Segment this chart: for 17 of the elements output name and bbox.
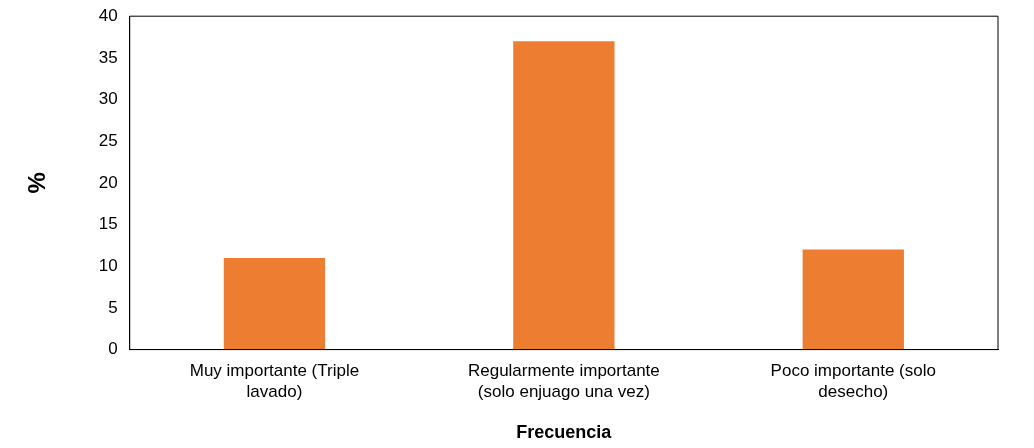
y-tick-label: 10: [98, 255, 118, 275]
x-axis-title: Frecuencia: [516, 422, 613, 443]
bar: [802, 249, 904, 350]
bar: [223, 257, 326, 350]
y-tick-label: 5: [108, 297, 118, 317]
x-tick-label: Muy importante (Triple lavado): [189, 361, 360, 401]
y-tick-label: 20: [98, 172, 118, 192]
y-tick-label: 35: [98, 47, 118, 67]
x-tick-label: Regularmente importante (solo enjuago una vez): [467, 361, 660, 401]
y-axis-title: %: [23, 172, 51, 194]
x-tick-label: Poco importante (solo desecho): [770, 361, 936, 401]
y-tick-label: 30: [98, 89, 118, 109]
y-tick-label: 40: [98, 5, 118, 25]
y-tick-label: 15: [98, 214, 118, 234]
bar: [513, 41, 615, 350]
y-tick-label: 25: [98, 130, 118, 150]
y-tick-label: 0: [108, 339, 118, 359]
